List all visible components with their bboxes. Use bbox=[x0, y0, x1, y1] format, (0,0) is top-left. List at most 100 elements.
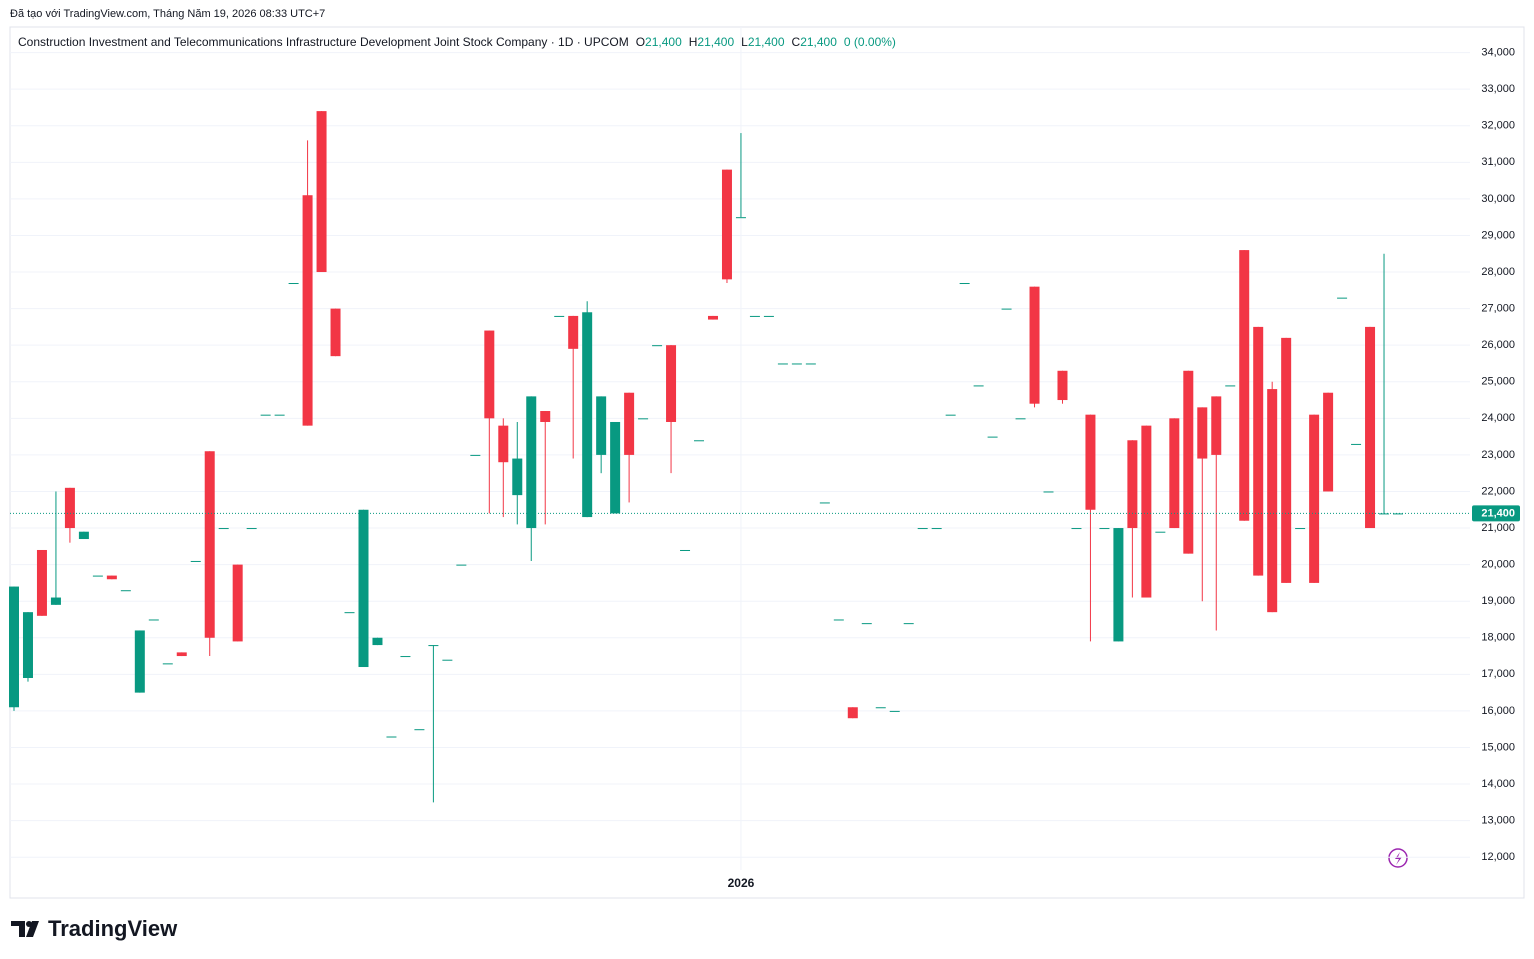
candle-body bbox=[638, 418, 649, 420]
candle-body bbox=[1099, 528, 1110, 530]
candle-body bbox=[624, 392, 635, 455]
candle-body bbox=[470, 454, 481, 456]
candle-body bbox=[64, 487, 75, 529]
candle-body bbox=[540, 411, 551, 422]
y-tick-label: 30,000 bbox=[1481, 193, 1515, 205]
candle-body bbox=[568, 315, 579, 349]
candle-body bbox=[302, 195, 313, 426]
candle-body bbox=[666, 345, 677, 422]
candle-body bbox=[162, 663, 173, 665]
candle-body bbox=[1337, 297, 1348, 299]
candle-body bbox=[442, 659, 453, 661]
candle-body bbox=[554, 315, 565, 317]
last-price-box bbox=[1472, 505, 1520, 522]
candle-body bbox=[22, 612, 33, 678]
candle-body bbox=[246, 528, 257, 530]
candle-body bbox=[1253, 326, 1264, 576]
ohlc-value: 21,400 bbox=[645, 35, 682, 49]
candle-body bbox=[428, 645, 439, 647]
watermark: Đã tạo với TradingView.com, Tháng Năm 19… bbox=[10, 8, 326, 20]
candle-body bbox=[92, 575, 103, 577]
candle-body bbox=[791, 363, 802, 365]
candle-body bbox=[1183, 370, 1194, 554]
candle-body bbox=[973, 385, 984, 387]
candle-body bbox=[931, 528, 942, 530]
candle-body bbox=[344, 612, 355, 614]
candle-body bbox=[1309, 414, 1320, 583]
candle-body bbox=[316, 111, 327, 273]
candle-body bbox=[694, 440, 705, 442]
brand: TradingView bbox=[48, 916, 178, 941]
y-tick-label: 26,000 bbox=[1481, 339, 1515, 351]
candle-body bbox=[1323, 392, 1334, 492]
y-tick-label: 18,000 bbox=[1481, 632, 1515, 644]
candle-body bbox=[526, 396, 537, 529]
candle-body bbox=[582, 312, 593, 518]
candle-body bbox=[204, 451, 215, 638]
candle-body bbox=[176, 652, 187, 657]
candle-body bbox=[9, 586, 19, 708]
candle-body bbox=[1267, 389, 1278, 613]
ohlc-key: H bbox=[688, 35, 698, 49]
y-tick-label: 33,000 bbox=[1481, 83, 1515, 95]
candle-body bbox=[106, 575, 117, 580]
candle-body bbox=[1127, 440, 1138, 529]
candle-body bbox=[1001, 308, 1012, 310]
candle-body bbox=[735, 217, 746, 219]
y-tick-label: 19,000 bbox=[1481, 595, 1515, 607]
y-tick-label: 16,000 bbox=[1481, 705, 1515, 717]
y-tick-label: 25,000 bbox=[1481, 376, 1515, 388]
candle-body bbox=[610, 421, 621, 514]
candle-body bbox=[945, 414, 956, 416]
y-tick-label: 34,000 bbox=[1481, 47, 1515, 59]
candle-body bbox=[260, 414, 271, 416]
candle-body bbox=[1057, 370, 1068, 401]
candle-body bbox=[1155, 531, 1166, 533]
candle-body bbox=[1029, 286, 1040, 404]
candle-body bbox=[875, 707, 886, 709]
candle-body bbox=[777, 363, 788, 365]
y-tick-label: 12,000 bbox=[1481, 851, 1515, 863]
candle-body bbox=[847, 707, 858, 719]
lightning-icon[interactable] bbox=[1388, 848, 1408, 868]
y-tick-label: 13,000 bbox=[1481, 815, 1515, 827]
candle-body bbox=[721, 169, 732, 280]
candle-body bbox=[120, 590, 131, 592]
y-tick-label: 28,000 bbox=[1481, 266, 1515, 278]
candle-body bbox=[1169, 418, 1180, 529]
candle-body bbox=[987, 436, 998, 438]
y-tick-label: 24,000 bbox=[1481, 412, 1515, 424]
candle-body bbox=[1015, 418, 1026, 420]
candle-body bbox=[232, 564, 243, 642]
candle-body bbox=[1043, 491, 1054, 493]
candle-body bbox=[414, 729, 425, 731]
candle-body bbox=[861, 623, 872, 625]
candle-body bbox=[819, 502, 830, 504]
candle-body bbox=[652, 345, 663, 347]
candle-body bbox=[903, 623, 914, 625]
symbol-title: Construction Investment and Telecommunic… bbox=[18, 35, 629, 49]
candle-body bbox=[1085, 414, 1096, 510]
candle-body bbox=[833, 619, 844, 621]
y-tick-label: 27,000 bbox=[1481, 303, 1515, 315]
candle-body bbox=[1113, 528, 1124, 642]
candle-body bbox=[288, 283, 299, 285]
candle-body bbox=[50, 597, 61, 605]
candle-body bbox=[358, 509, 369, 668]
ohlc-key: C bbox=[791, 35, 801, 49]
candle-body bbox=[1393, 513, 1403, 515]
candle-body bbox=[372, 637, 383, 646]
candle-body bbox=[400, 656, 411, 658]
candle-body bbox=[1071, 528, 1082, 530]
candle-body bbox=[917, 528, 928, 530]
candle-body bbox=[484, 330, 495, 419]
candle-body bbox=[680, 549, 691, 551]
candle-body bbox=[330, 308, 341, 357]
y-tick-label: 20,000 bbox=[1481, 559, 1515, 571]
candle-body bbox=[1239, 250, 1250, 521]
brand-logo bbox=[11, 921, 39, 937]
y-tick-label: 21,000 bbox=[1481, 522, 1515, 534]
candle-body bbox=[148, 619, 159, 621]
